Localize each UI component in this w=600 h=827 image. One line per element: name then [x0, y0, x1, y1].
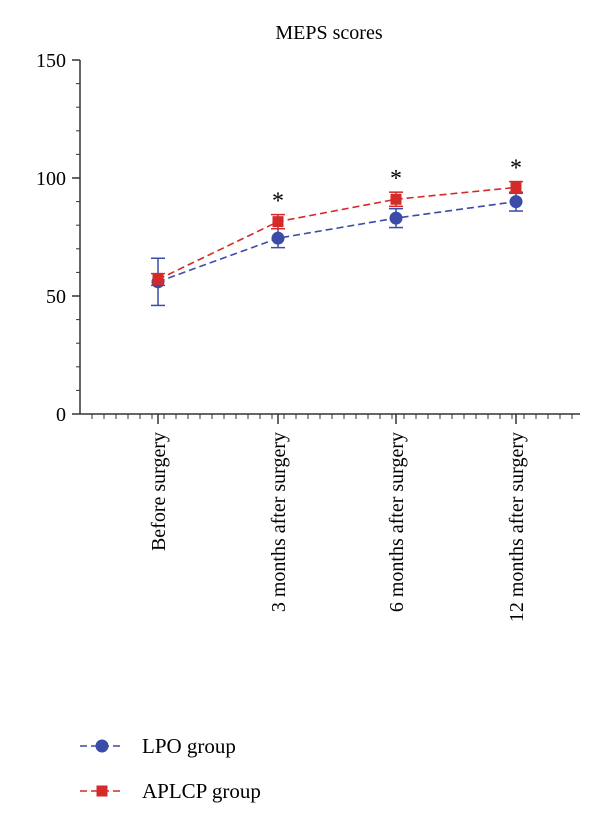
data-point-circle: [389, 211, 403, 225]
y-tick-label: 100: [36, 168, 66, 190]
data-point-square: [390, 193, 402, 205]
data-point-circle: [271, 231, 285, 245]
x-category-label: Before surgery: [148, 432, 170, 551]
legend-label: APLCP group: [142, 779, 261, 803]
chart-title: MEPS scores: [275, 22, 382, 44]
data-point-circle: [509, 195, 523, 209]
category-labels: Before surgery 3 months after surgery 6 mo…: [148, 432, 528, 622]
legend-marker-square: [96, 785, 108, 797]
data-point-square: [510, 181, 522, 193]
significance-marker: *: [390, 166, 402, 192]
significance-marker: *: [510, 156, 522, 182]
y-tick-label: 0: [56, 404, 66, 426]
y-tick-label: 50: [46, 286, 66, 308]
legend-marker-circle: [95, 739, 109, 753]
x-category-label: 12 months after surgery: [506, 432, 528, 622]
series-line: [157, 200, 517, 283]
series-line: [157, 186, 517, 281]
y-tick-label: 150: [36, 50, 66, 72]
legend-label: LPO group: [142, 734, 236, 758]
significance-marker: *: [272, 189, 284, 215]
chart-axes: 0 50 100 150: [36, 50, 580, 426]
data-point-square: [272, 216, 284, 228]
legend: LPO group APLCP group: [80, 734, 261, 803]
series-layer: * * *: [151, 156, 523, 307]
x-category-label: 3 months after surgery: [268, 432, 290, 612]
data-point-square: [152, 273, 164, 285]
x-category-label: 6 months after surgery: [386, 432, 408, 612]
